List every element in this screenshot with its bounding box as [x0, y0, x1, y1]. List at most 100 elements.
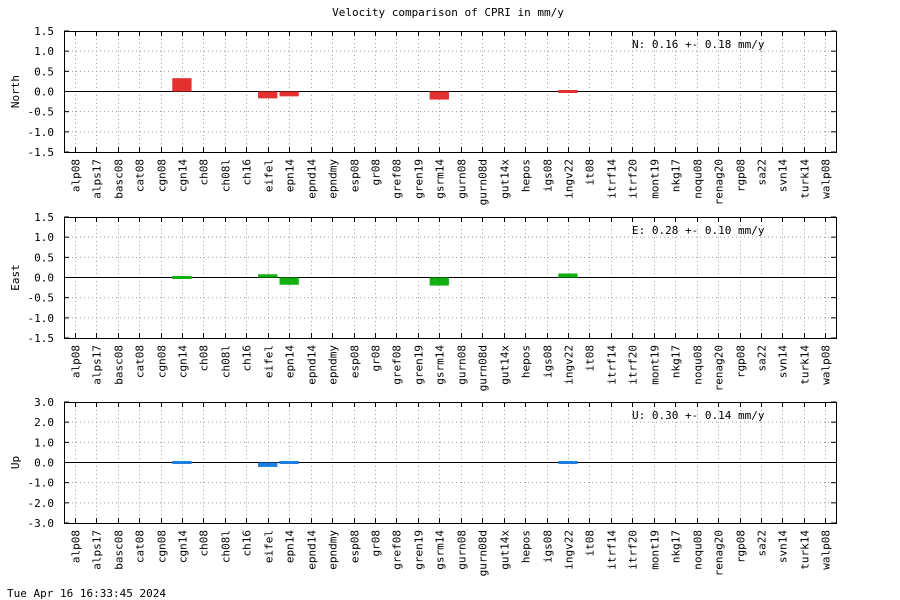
xtick-label-east-nkg17: nkg17: [670, 345, 683, 378]
xtick-label-north-it08: it08: [584, 159, 597, 186]
ytick-label-east-1: 1.0: [34, 231, 54, 244]
xtick-label-north-epn14: epn14: [284, 159, 297, 192]
ytick-label-north-2: 0.5: [34, 65, 54, 78]
xtick-label-north-cgn08: cgn08: [156, 159, 169, 192]
xtick-label-north-ingv22: ingv22: [563, 159, 576, 199]
xtick-label-up-noqu08: noqu08: [692, 530, 705, 570]
xtick-label-up-itrf14: itrf14: [606, 530, 619, 570]
xtick-label-north-epndmy: epndmy: [327, 159, 340, 199]
ytick-label-east-5: -1.0: [28, 312, 55, 325]
xtick-label-north-turk14: turk14: [799, 159, 812, 199]
xtick-label-east-gr08: gr08: [370, 345, 383, 372]
ytick-label-east-4: -0.5: [28, 292, 55, 305]
xtick-label-up-svn14: svn14: [777, 530, 790, 563]
stat-label-north: N: 0.16 +- 0.18 mm/y: [632, 38, 765, 51]
xtick-label-north-gref08: gref08: [391, 159, 404, 199]
chart-title: Velocity comparison of CPRI in mm/y: [332, 6, 564, 19]
ytick-label-up-2: 1.0: [34, 436, 54, 449]
ytick-label-north-6: -1.5: [28, 146, 55, 159]
xtick-label-east-gsrm14: gsrm14: [434, 345, 447, 385]
xtick-label-north-itrf14: itrf14: [606, 159, 619, 199]
xtick-label-up-gref08: gref08: [391, 530, 404, 570]
xtick-label-east-it08: it08: [584, 345, 597, 372]
bar-east-epn14: [279, 277, 299, 285]
xtick-label-east-itrf20: itrf20: [627, 345, 640, 385]
bar-east-ingv22: [558, 273, 578, 278]
xtick-label-east-gut14x: gut14x: [499, 345, 512, 385]
xtick-label-north-ch08: ch08: [198, 159, 211, 186]
xtick-label-east-svn14: svn14: [777, 345, 790, 378]
xtick-label-up-ch08: ch08: [198, 530, 211, 557]
xtick-label-up-gut14x: gut14x: [499, 530, 512, 570]
xtick-label-north-eifel: eifel: [263, 159, 276, 192]
xtick-label-east-gren19: gren19: [413, 345, 426, 385]
xtick-label-north-noqu08: noqu08: [692, 159, 705, 199]
xtick-label-up-gren19: gren19: [413, 530, 426, 570]
xtick-label-east-esp08: esp08: [349, 345, 362, 378]
xtick-label-north-sa22: sa22: [756, 159, 769, 186]
xtick-label-up-epndmy: epndmy: [327, 530, 340, 570]
ytick-label-east-6: -1.5: [28, 332, 55, 345]
ytick-label-north-3: 0.0: [34, 86, 54, 99]
xtick-label-north-walp08: walp08: [820, 159, 833, 199]
xtick-label-east-alp08: alp08: [70, 345, 83, 378]
xtick-label-east-renag20: renag20: [713, 345, 726, 391]
xtick-label-north-cat08: cat08: [134, 159, 147, 192]
xtick-label-up-ingv22: ingv22: [563, 530, 576, 570]
xtick-label-north-gsrm14: gsrm14: [434, 159, 447, 199]
panel-east: 1.5 1.0 0.5 0.0 -0.5 -1.0 -1.5 alp08 alps17 basc0…: [9, 211, 837, 391]
ytick-label-up-4: -1.0: [28, 477, 55, 490]
xtick-label-north-hepos: hepos: [520, 159, 533, 192]
xtick-label-north-nkg17: nkg17: [670, 159, 683, 192]
xtick-label-east-igs08: igs08: [542, 345, 555, 378]
xtick-label-north-igs08: igs08: [542, 159, 555, 192]
xtick-label-north-ch16: ch16: [241, 159, 254, 186]
xtick-label-north-alp08: alp08: [70, 159, 83, 192]
xtick-label-up-gsrm14: gsrm14: [434, 530, 447, 570]
xtick-label-up-basc08: basc08: [113, 530, 126, 570]
xtick-label-east-cgn14: cgn14: [177, 345, 190, 378]
xtick-label-up-it08: it08: [584, 530, 597, 557]
bar-north-ingv22: [558, 90, 578, 93]
xtick-label-east-sa22: sa22: [756, 345, 769, 372]
xtick-label-east-cgn08: cgn08: [156, 345, 169, 378]
bar-north-cgn14: [172, 78, 192, 92]
ylabel-up: Up: [9, 456, 22, 469]
xtick-label-up-turk14: turk14: [799, 530, 812, 570]
stat-label-up: U: 0.30 +- 0.14 mm/y: [632, 409, 765, 422]
xtick-label-up-eifel: eifel: [263, 530, 276, 563]
bar-east-eifel: [258, 274, 278, 278]
xtick-label-east-gurn08: gurn08: [456, 345, 469, 385]
bar-east-cgn14: [172, 276, 192, 279]
xtick-label-east-alps17: alps17: [91, 345, 104, 385]
ytick-label-east-2: 0.5: [34, 251, 54, 264]
xtick-label-up-cgn08: cgn08: [156, 530, 169, 563]
ytick-label-up-1: 2.0: [34, 416, 54, 429]
ylabel-east: East: [9, 264, 22, 291]
ytick-label-up-6: -3.0: [28, 517, 55, 530]
ytick-label-north-1: 1.0: [34, 45, 54, 58]
xtick-label-east-epnd14: epnd14: [306, 345, 319, 385]
xtick-label-up-gr08: gr08: [370, 530, 383, 557]
xtick-label-east-hepos: hepos: [520, 345, 533, 378]
xtick-label-north-svn14: svn14: [777, 159, 790, 192]
xtick-label-north-gurn08: gurn08: [456, 159, 469, 199]
xtick-label-up-gurn08d: gurn08d: [477, 530, 490, 576]
xtick-label-east-ch16: ch16: [241, 345, 254, 372]
xtick-label-east-itrf14: itrf14: [606, 345, 619, 385]
xtick-label-up-gurn08: gurn08: [456, 530, 469, 570]
xtick-label-east-epn14: epn14: [284, 345, 297, 378]
xtick-label-up-alps17: alps17: [91, 530, 104, 570]
xtick-label-up-itrf20: itrf20: [627, 530, 640, 570]
xtick-label-east-basc08: basc08: [113, 345, 126, 385]
bar-north-eifel: [258, 91, 278, 99]
panel-north: 1.5 1.0 0.5 0.0 -0.5 -1.0 -1.5 alp08 alps17 basc0…: [9, 25, 837, 205]
xtick-label-east-rgp08: rgp08: [735, 345, 748, 378]
xtick-label-east-turk14: turk14: [799, 345, 812, 385]
xtick-label-north-itrf20: itrf20: [627, 159, 640, 199]
xtick-label-east-ingv22: ingv22: [563, 345, 576, 385]
xtick-label-up-ch16: ch16: [241, 530, 254, 557]
xtick-label-up-sa22: sa22: [756, 530, 769, 557]
footer-timestamp: Tue Apr 16 16:33:45 2024: [7, 587, 166, 600]
